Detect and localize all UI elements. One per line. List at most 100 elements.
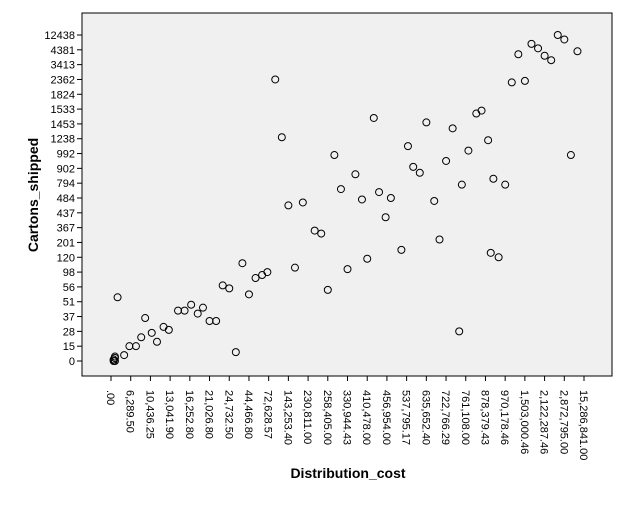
data-point	[422, 118, 431, 127]
x-tick-label: 13,041.90	[163, 390, 175, 439]
y-tick-label: 3413	[51, 60, 75, 72]
y-tick-label: 51	[63, 297, 75, 309]
data-point	[131, 342, 140, 351]
data-point	[553, 31, 562, 39]
y-tick-label: 12438	[44, 30, 75, 42]
y-tick-label: 367	[57, 223, 75, 235]
y-tick-label: 1824	[51, 89, 75, 101]
x-tick-label: 330,944.43	[341, 390, 353, 445]
data-point	[501, 180, 510, 189]
x-axis: .00 6,289.50 10,436.25 13,041.90 16,252.80 21…	[104, 376, 589, 460]
data-point	[560, 35, 569, 44]
data-point	[415, 168, 424, 177]
data-point	[152, 337, 161, 346]
y-axis-title: Cartons_shipped	[25, 138, 41, 252]
x-tick-label: 143,253.40	[281, 390, 293, 445]
x-tick-label: 2,872,795.00	[557, 390, 569, 454]
data-point	[164, 325, 173, 334]
data-point	[141, 314, 150, 323]
y-tick-label: 484	[57, 193, 75, 205]
data-point	[271, 75, 280, 84]
y-tick-label: 2362	[51, 74, 75, 86]
data-point	[251, 274, 260, 283]
y-axis: 0 15 28 37 51 56 98 120 201 367 437 484 794 902 992 123…	[44, 30, 82, 368]
y-tick-label: 120	[57, 252, 75, 264]
x-tick-label: 1,503,000.46	[518, 390, 530, 454]
data-point	[198, 303, 207, 312]
data-point	[547, 56, 556, 65]
y-tick-label: 794	[57, 178, 75, 190]
x-tick-label: 970,178.46	[498, 390, 510, 445]
plot-area	[81, 12, 613, 377]
y-tick-label: 98	[63, 267, 75, 279]
data-point	[455, 327, 464, 336]
data-point	[486, 248, 495, 257]
data-point	[435, 235, 444, 244]
x-tick-label: 16,252.80	[183, 390, 195, 439]
y-tick-label: 902	[57, 163, 75, 175]
data-point	[323, 285, 332, 294]
data-point	[540, 51, 549, 60]
data-point	[218, 281, 227, 290]
data-point	[375, 188, 384, 197]
data-point	[147, 328, 156, 337]
data-point	[448, 124, 457, 133]
data-point	[534, 44, 543, 53]
data-point	[527, 39, 536, 48]
data-point	[180, 306, 189, 315]
data-point	[317, 229, 326, 238]
data-point	[277, 133, 286, 142]
data-point	[290, 263, 299, 272]
data-point	[442, 156, 451, 165]
data-point	[193, 309, 202, 318]
y-tick-label: 56	[63, 282, 75, 294]
x-tick-label: 24,732.50	[222, 390, 234, 439]
data-point	[238, 259, 247, 268]
y-tick-label: 992	[57, 149, 75, 161]
data-point	[109, 357, 118, 365]
data-point	[409, 162, 418, 171]
x-tick-label: 2,122,287.46	[538, 390, 550, 454]
data-point	[514, 50, 523, 59]
data-point	[212, 316, 221, 325]
data-point	[369, 113, 378, 122]
data-point	[403, 142, 412, 151]
data-point	[284, 201, 293, 210]
data-point	[351, 170, 360, 179]
data-point	[244, 290, 253, 299]
data-point	[573, 47, 582, 56]
y-tick-label: 1238	[51, 134, 75, 146]
data-point	[566, 151, 575, 160]
x-tick-label: 21,026.80	[203, 390, 215, 439]
data-point	[231, 348, 240, 357]
x-tick-label: 456,954.00	[380, 390, 392, 445]
data-point	[225, 284, 234, 293]
x-tick-label: 635,652.40	[419, 390, 431, 445]
data-point	[357, 195, 366, 204]
data-points	[109, 31, 582, 365]
data-point	[187, 300, 196, 309]
x-tick-label: 878,379.43	[478, 390, 490, 445]
x-tick-label: 15,286,841.00	[577, 390, 589, 460]
x-tick-label: 258,405.00	[321, 390, 333, 445]
x-tick-label: 230,811.00	[301, 390, 313, 444]
data-point	[457, 180, 466, 189]
data-point	[430, 196, 439, 205]
y-tick-label: 37	[63, 312, 75, 324]
data-point	[310, 226, 319, 235]
data-point	[298, 198, 307, 207]
y-tick-label: 4381	[51, 45, 75, 57]
data-point	[477, 106, 486, 115]
y-tick-label: 28	[63, 326, 75, 338]
x-tick-label: 44,466.80	[242, 390, 254, 439]
x-tick-label: 537,795.17	[400, 390, 412, 445]
y-tick-label: 437	[57, 208, 75, 220]
y-tick-label: 0	[69, 356, 75, 368]
x-tick-label: 6,289.50	[124, 390, 136, 433]
data-point	[113, 293, 122, 302]
data-point	[330, 151, 339, 160]
x-tick-label: 10,436.25	[143, 390, 155, 439]
x-tick-label: 722,766.29	[439, 390, 451, 445]
